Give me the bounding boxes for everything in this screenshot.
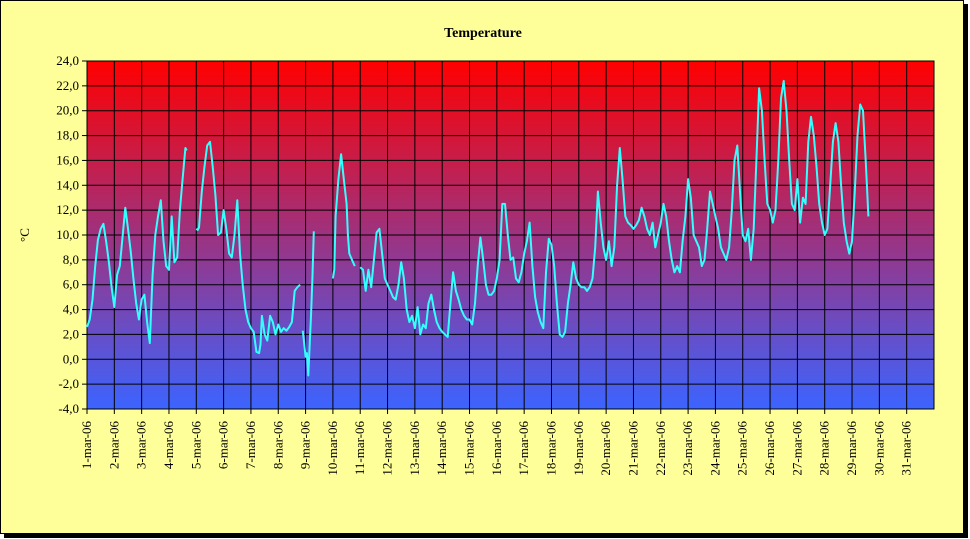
x-tick-label: 19-mar-06 xyxy=(571,421,586,476)
x-tick-label: 11-mar-06 xyxy=(352,421,367,476)
y-tick-label: 0,0 xyxy=(63,351,79,366)
y-tick-label: 6,0 xyxy=(63,277,79,292)
x-tick-label: 25-mar-06 xyxy=(735,421,750,476)
x-tick-label: 7-mar-06 xyxy=(243,421,258,470)
x-tick-label: 9-mar-06 xyxy=(298,421,313,470)
x-tick-label: 23-mar-06 xyxy=(680,421,695,476)
x-tick-label: 30-mar-06 xyxy=(871,421,886,476)
y-tick-label: -4,0 xyxy=(58,401,79,416)
x-tick-label: 14-mar-06 xyxy=(434,421,449,476)
x-tick-label: 12-mar-06 xyxy=(380,421,395,476)
temperature-line-segment xyxy=(195,140,301,355)
y-tick-label: 4,0 xyxy=(63,302,79,317)
x-tick-label: 13-mar-06 xyxy=(407,421,422,476)
x-tick-label: 18-mar-06 xyxy=(543,421,558,476)
y-tick-label: 8,0 xyxy=(63,252,79,267)
x-tick-label: 27-mar-06 xyxy=(789,421,804,476)
x-tick-label: 22-mar-06 xyxy=(653,421,668,476)
y-tick-label: 12,0 xyxy=(56,202,79,217)
y-tick-label: 2,0 xyxy=(63,326,79,341)
x-tick-label: 21-mar-06 xyxy=(625,421,640,476)
temperature-series xyxy=(86,79,870,377)
x-tick-label: 31-mar-06 xyxy=(899,421,914,476)
x-tick-label: 29-mar-06 xyxy=(844,421,859,476)
y-tick-label: 22,0 xyxy=(56,78,79,93)
x-tick-label: 15-mar-06 xyxy=(462,421,477,476)
temperature-line-segment xyxy=(359,79,870,338)
x-tick-label: 2-mar-06 xyxy=(106,421,121,470)
x-tick-label: 1-mar-06 xyxy=(79,421,94,470)
chart-title: Temperature xyxy=(444,26,522,41)
temperature-line-segment xyxy=(301,231,315,377)
x-tick-label: 17-mar-06 xyxy=(516,421,531,476)
y-tick-label: 20,0 xyxy=(56,103,79,118)
y-axis-label: °C xyxy=(17,228,32,242)
x-tick-label: 4-mar-06 xyxy=(161,421,176,470)
y-tick-label: 24,0 xyxy=(56,53,79,68)
x-tick-label: 6-mar-06 xyxy=(216,421,231,470)
x-tick-label: 24-mar-06 xyxy=(707,421,722,476)
x-tick-label: 16-mar-06 xyxy=(489,421,504,476)
x-tick-label: 26-mar-06 xyxy=(762,421,777,476)
x-tick-label: 3-mar-06 xyxy=(134,421,149,470)
x-tick-label: 10-mar-06 xyxy=(325,421,340,476)
y-tick-label: -2,0 xyxy=(58,376,79,391)
axes: -4,0 -2,0 0,0 2,0 4,0 6,0 8,0 10,0 12,0 14,0 16,0 1… xyxy=(56,53,935,476)
temperature-line-segment xyxy=(86,147,188,345)
x-tick-label: 20-mar-06 xyxy=(598,421,613,476)
x-tick-label: 28-mar-06 xyxy=(817,421,832,476)
y-tick-label: 16,0 xyxy=(56,152,79,167)
y-tick-label: 10,0 xyxy=(56,227,79,242)
x-tick-label: 8-mar-06 xyxy=(270,421,285,470)
y-tick-label: 18,0 xyxy=(56,128,79,143)
x-tick-label: 5-mar-06 xyxy=(188,421,203,470)
y-tick-label: 14,0 xyxy=(56,177,79,192)
plot-border xyxy=(86,60,935,410)
temperature-line-segment xyxy=(331,153,356,279)
chart-svg: Temperature °C -4,0 -2,0 0,0 2,0 4,0 6,0 8,0 10… xyxy=(17,26,935,476)
